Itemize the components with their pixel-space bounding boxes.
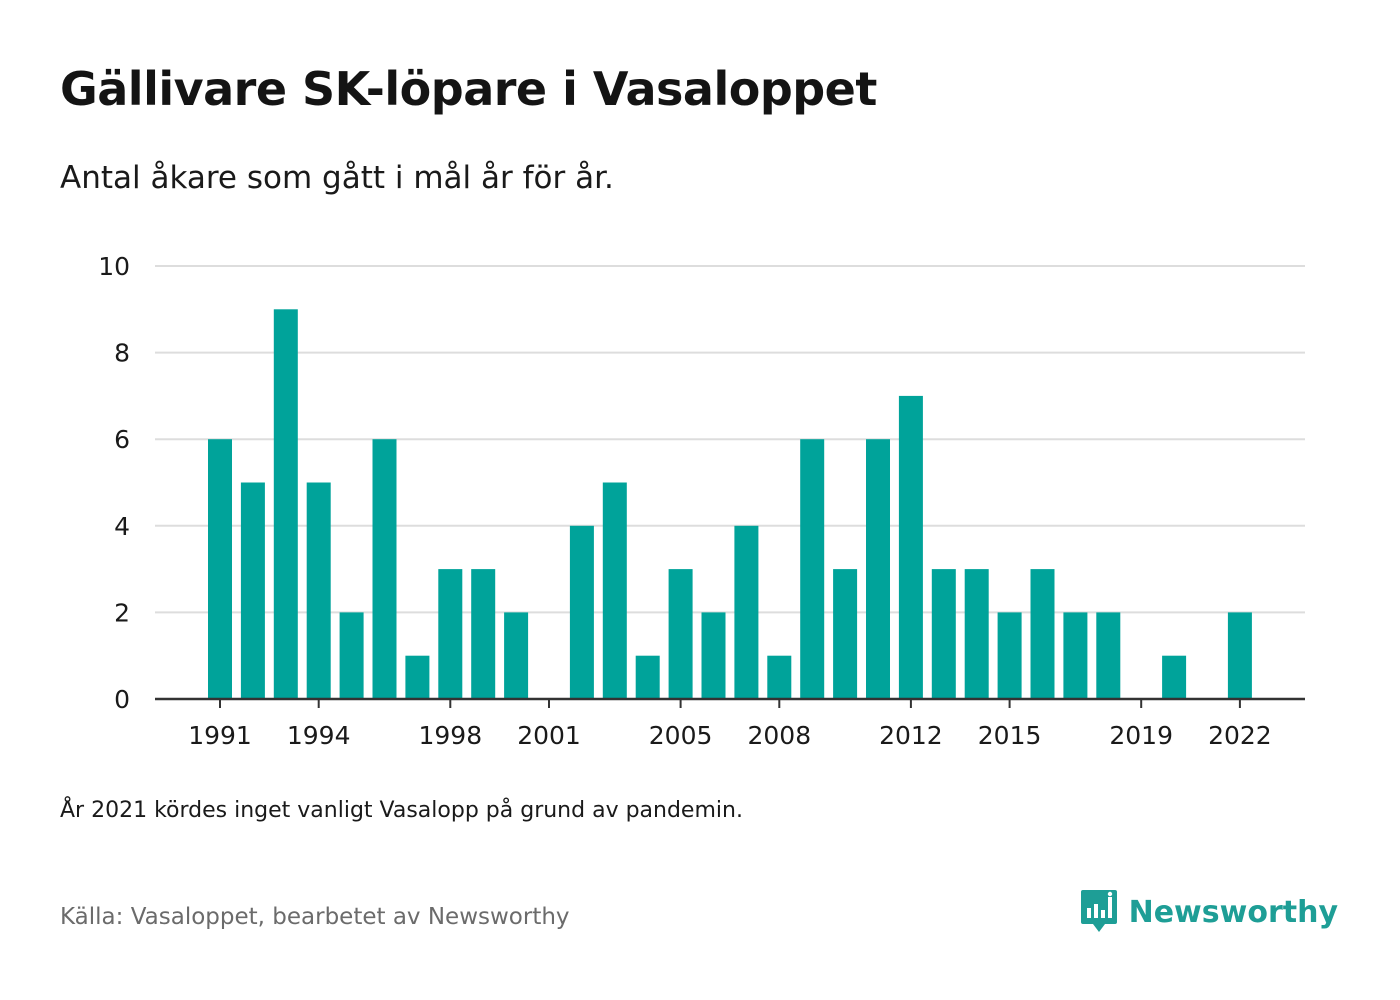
bar-1992 bbox=[240, 482, 265, 699]
x-tick-label: 1991 bbox=[188, 721, 252, 750]
brand-logo: Newsworthy bbox=[1079, 888, 1338, 936]
bar-chart: 0 2 4 6 8 10 1991 1994 1998 2001 2005 2008 2012 2015 2… bbox=[98, 252, 1305, 750]
bar-1997 bbox=[405, 655, 430, 699]
chart-note: År 2021 kördes inget vanligt Vasalopp på… bbox=[60, 798, 743, 823]
x-tick-label: 2019 bbox=[1109, 721, 1173, 750]
bar-2018 bbox=[1096, 612, 1121, 699]
newsworthy-logo-icon bbox=[1080, 890, 1117, 932]
bar-2017 bbox=[1063, 612, 1088, 699]
bar-1994 bbox=[306, 482, 331, 699]
x-tick-label: 2022 bbox=[1208, 721, 1272, 750]
bar-2002 bbox=[569, 525, 594, 699]
x-tick-label: 2008 bbox=[747, 721, 811, 750]
bar-2011 bbox=[866, 439, 890, 699]
bar-2020 bbox=[1162, 655, 1187, 699]
bar-2000 bbox=[504, 612, 529, 699]
chart-subtitle: Antal åkare som gått i mål år för år. bbox=[60, 160, 614, 196]
y-tick-label: 0 bbox=[114, 685, 130, 714]
bar-2007 bbox=[734, 525, 759, 699]
bar-1998 bbox=[438, 569, 463, 699]
y-tick-label: 10 bbox=[98, 252, 130, 281]
x-tick-label: 2001 bbox=[517, 721, 581, 750]
x-tick-label: 1994 bbox=[287, 721, 351, 750]
bar-1995 bbox=[339, 612, 364, 699]
bar-1993 bbox=[273, 309, 298, 699]
x-tick-label: 2005 bbox=[649, 721, 713, 750]
bar-2003 bbox=[602, 482, 627, 699]
y-tick-label: 8 bbox=[114, 339, 130, 368]
y-tick-label: 2 bbox=[114, 598, 130, 627]
y-tick-label: 6 bbox=[114, 425, 130, 454]
bar-2016 bbox=[1030, 569, 1055, 699]
x-tick-label: 2015 bbox=[978, 721, 1042, 750]
bar-2008 bbox=[767, 655, 792, 699]
x-tick-label: 1998 bbox=[418, 721, 482, 750]
bar-2013 bbox=[931, 569, 956, 699]
bar-2009 bbox=[800, 439, 825, 699]
bar-2006 bbox=[701, 612, 726, 699]
bar-1996 bbox=[372, 439, 397, 699]
brand-name: Newsworthy bbox=[1128, 894, 1338, 930]
y-tick-label: 4 bbox=[114, 512, 130, 541]
bar-2022 bbox=[1227, 612, 1252, 699]
bar-2012 bbox=[898, 395, 923, 699]
x-tick-label: 2012 bbox=[879, 721, 943, 750]
bar-2005 bbox=[668, 569, 693, 699]
bar-2015 bbox=[997, 612, 1022, 699]
chart-title: Gällivare SK-löpare i Vasaloppet bbox=[60, 62, 877, 116]
source-credit: Källa: Vasaloppet, bearbetet av Newswort… bbox=[60, 904, 570, 930]
bar-2014 bbox=[964, 569, 989, 699]
bar-2010 bbox=[833, 569, 858, 699]
bar-1991 bbox=[208, 439, 232, 699]
bar-2004 bbox=[635, 655, 660, 699]
bar-1999 bbox=[471, 569, 496, 699]
